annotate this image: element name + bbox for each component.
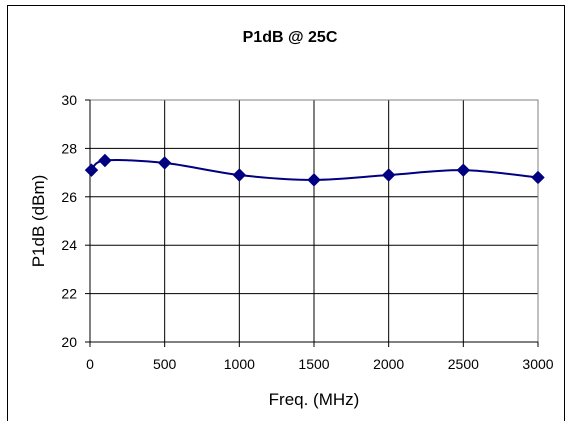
data-point-marker [157,156,172,170]
axes: 0 500 1000 1500 2000 2500 3000 20 22 24 26 28 30 [61,92,553,372]
x-tick-label: 2500 [448,356,479,372]
x-tick-label: 2000 [373,356,404,372]
x-tick-label: 3000 [522,356,553,372]
x-tick-label: 0 [86,356,94,372]
y-axis-label: P1dB (dBm) [29,175,48,268]
x-axis-label: Freq. (MHz) [269,390,360,409]
x-tick-label: 500 [153,356,177,372]
x-tick-label: 1000 [224,356,255,372]
x-tick-label: 1500 [298,356,329,372]
y-tick-label: 20 [61,334,77,350]
y-tick-label: 30 [61,92,77,108]
data-point-marker [98,153,112,168]
y-tick-label: 22 [61,286,77,302]
data-point-marker [84,163,99,177]
data-point-marker [307,173,321,187]
y-tick-label: 28 [61,140,77,156]
data-point-marker [456,163,471,177]
chart-frame [7,5,565,421]
grid [90,100,538,342]
data-point-marker [381,168,396,182]
y-tick-label: 26 [61,189,77,205]
data-point-marker [531,170,545,185]
data-point-marker [232,168,247,182]
y-tick-label: 24 [61,237,77,253]
series-layer [84,153,545,187]
chart-title: P1dB @ 25C [243,29,338,46]
